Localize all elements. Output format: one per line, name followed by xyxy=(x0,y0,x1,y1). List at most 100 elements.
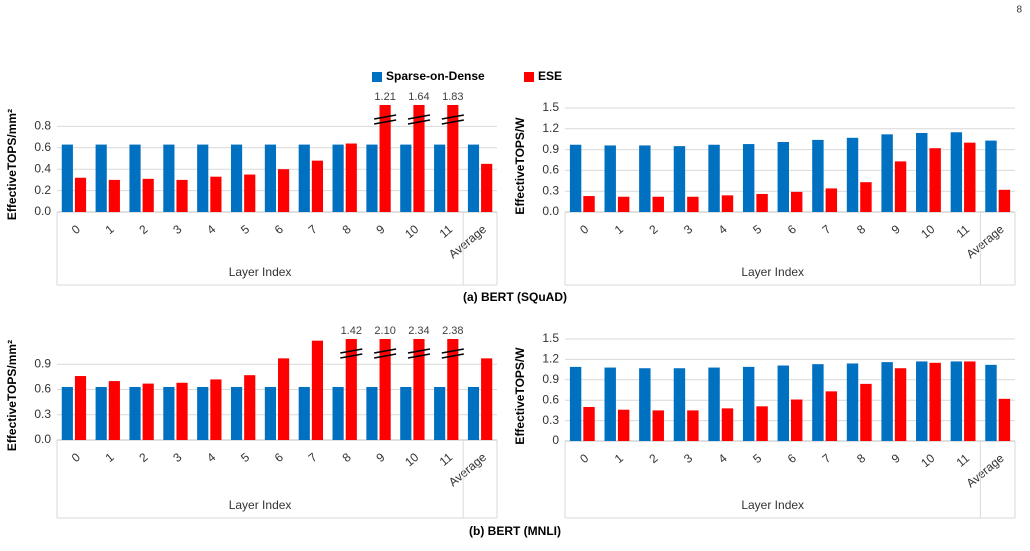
y-tick-label: 1.5 xyxy=(542,100,559,114)
x-tick-label: 10 xyxy=(918,222,937,242)
bar xyxy=(434,386,446,440)
x-tick-label: 11 xyxy=(437,222,456,241)
bar xyxy=(413,105,425,212)
x-tick-label: 5 xyxy=(238,222,252,237)
x-tick-label: 10 xyxy=(402,222,421,242)
bar xyxy=(639,145,651,212)
bar xyxy=(652,410,664,441)
bar xyxy=(742,144,755,212)
y-axis-title: EffectiveTOPS/W xyxy=(513,117,527,215)
bar xyxy=(129,386,141,440)
x-tick-label: 2 xyxy=(136,222,150,237)
axis-break xyxy=(373,119,397,125)
bar xyxy=(860,383,872,441)
y-tick-label: 0.6 xyxy=(34,140,51,154)
bar xyxy=(569,144,582,212)
caption: (a) BERT (SQuAD) xyxy=(463,290,567,304)
y-tick-label: 0.9 xyxy=(542,372,559,386)
y-tick-label: 0.4 xyxy=(34,161,51,175)
x-tick-label: 1 xyxy=(612,451,626,466)
x-tick-label: 1 xyxy=(103,450,117,465)
x-tick-label: 6 xyxy=(785,222,799,237)
x-tick-label: 4 xyxy=(716,222,730,237)
bar xyxy=(825,188,838,212)
y-tick-label: 0.3 xyxy=(542,183,559,197)
y-axis-title: EffectiveTOPS/mm² xyxy=(5,109,19,220)
axis-break xyxy=(407,114,431,120)
bar xyxy=(950,132,963,212)
bar xyxy=(673,368,686,441)
y-tick-label: 1.2 xyxy=(542,352,559,366)
bar xyxy=(176,179,188,212)
bar xyxy=(95,144,107,212)
y-tick-label: 0.0 xyxy=(34,432,51,446)
bar xyxy=(569,366,582,441)
x-tick-label: 0 xyxy=(69,450,83,465)
x-tick-label: 0 xyxy=(69,222,83,237)
x-tick-label: 2 xyxy=(646,222,660,237)
x-tick-label: 11 xyxy=(953,451,972,470)
axis-break xyxy=(340,353,363,359)
axis-break xyxy=(407,119,431,125)
bars xyxy=(569,132,1011,212)
data-label: 1.21 xyxy=(374,91,395,103)
bar xyxy=(129,144,141,212)
bar xyxy=(197,386,209,440)
x-tick-label: 11 xyxy=(953,222,972,241)
bar xyxy=(467,386,480,440)
bar xyxy=(481,358,493,440)
bar xyxy=(400,386,412,440)
x-tick-label: 0 xyxy=(577,451,591,466)
x-tick-label: 3 xyxy=(681,222,695,237)
bar xyxy=(756,193,768,212)
data-label: 1.42 xyxy=(341,325,362,337)
bar xyxy=(61,144,73,212)
bar xyxy=(673,146,686,212)
bar xyxy=(825,391,838,441)
bar xyxy=(481,163,493,212)
bar xyxy=(860,182,872,212)
bar xyxy=(916,361,928,441)
x-tick-label: 7 xyxy=(306,222,320,237)
data-label: 2.34 xyxy=(408,325,429,337)
bar xyxy=(687,196,699,212)
bar xyxy=(846,137,859,212)
x-tick-label: 11 xyxy=(437,450,456,469)
bar xyxy=(264,144,276,212)
x-tick-label: 10 xyxy=(918,451,937,471)
x-tick-label: Average xyxy=(964,451,1007,491)
bar xyxy=(639,368,651,441)
legend-label: Sparse-on-Dense xyxy=(386,69,485,83)
bar xyxy=(617,196,630,212)
bar xyxy=(61,386,73,440)
bar xyxy=(210,379,222,440)
bar xyxy=(687,410,699,441)
x-tick-label: 6 xyxy=(272,222,286,237)
bar xyxy=(742,366,755,441)
y-tick-label: 0.0 xyxy=(542,204,559,218)
x-tick-label: 10 xyxy=(402,450,421,470)
bar xyxy=(366,144,378,212)
bar xyxy=(332,144,344,212)
x-axis-title: Layer Index xyxy=(741,265,804,279)
axis-break xyxy=(373,348,397,354)
bar xyxy=(345,339,357,440)
bar xyxy=(332,386,344,440)
x-tick-label: 5 xyxy=(750,222,764,237)
bar xyxy=(964,361,976,441)
bar xyxy=(964,142,976,212)
x-tick-label: 1 xyxy=(612,222,626,237)
bar xyxy=(881,362,893,441)
bar xyxy=(176,382,188,440)
y-tick-label: 0.2 xyxy=(34,183,51,197)
bar xyxy=(345,143,357,212)
bar xyxy=(985,364,997,441)
x-axis-title: Layer Index xyxy=(741,498,804,512)
y-tick-label: 0.6 xyxy=(34,382,51,396)
bar xyxy=(244,174,256,212)
x-tick-label: 1 xyxy=(103,222,117,237)
bar xyxy=(929,362,941,441)
y-tick-label: 0.9 xyxy=(34,356,51,370)
bar xyxy=(777,365,789,441)
